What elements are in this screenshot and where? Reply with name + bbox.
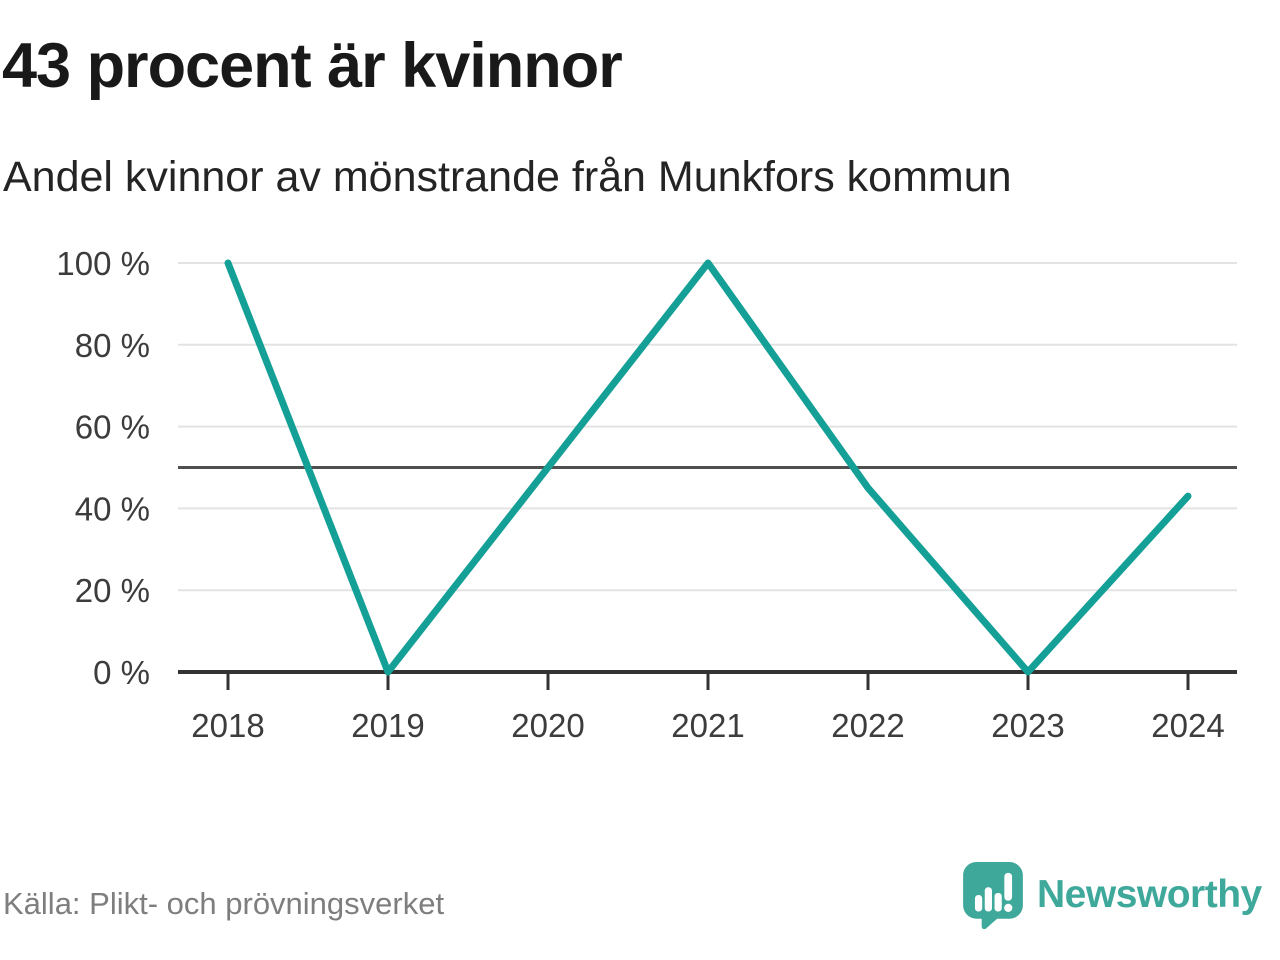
y-tick-label: 80 % <box>75 327 150 364</box>
y-tick-label: 0 % <box>93 654 150 691</box>
y-tick-label: 20 % <box>75 572 150 609</box>
bar-short <box>974 895 983 912</box>
source-note: Källa: Plikt- och prövningsverket <box>3 886 445 921</box>
page-title: 43 procent är kvinnor <box>2 31 623 101</box>
x-tick-label: 2023 <box>991 707 1064 744</box>
x-tick-label: 2021 <box>671 707 744 744</box>
speech-bubble-shape <box>963 862 1023 929</box>
x-tick-label: 2019 <box>351 707 424 744</box>
x-tick-label: 2022 <box>831 707 904 744</box>
y-tick-label: 60 % <box>75 409 150 446</box>
exclamation-bar <box>1004 872 1013 901</box>
x-tick-label: 2018 <box>191 707 264 744</box>
newsworthy-logo: Newsworthy <box>962 861 1262 929</box>
y-tick-label: 40 % <box>75 490 150 527</box>
exclamation-dot <box>1004 903 1013 912</box>
chart-subtitle: Andel kvinnor av mönstrande från Munkfor… <box>3 153 1012 201</box>
x-tick-label: 2020 <box>511 707 584 744</box>
y-tick-label: 100 % <box>56 245 150 282</box>
newsworthy-bubble-chart-icon <box>963 862 1023 929</box>
x-tick-label: 2024 <box>1151 707 1224 744</box>
brand-name: Newsworthy <box>1037 873 1262 916</box>
bar-medium <box>994 892 1002 912</box>
data-line <box>224 259 1192 676</box>
bar-tall <box>984 887 992 912</box>
